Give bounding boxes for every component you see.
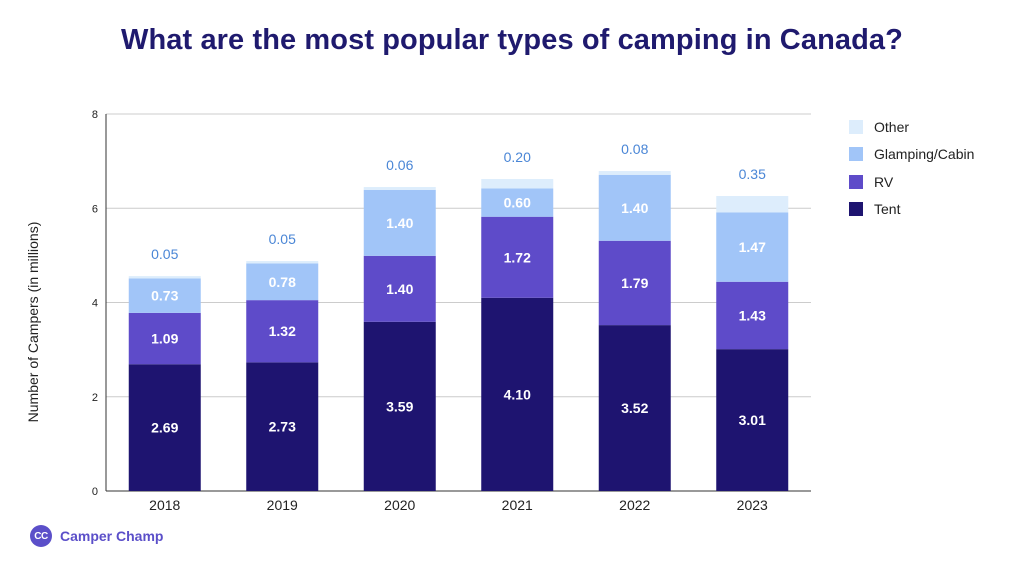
- data-label: 1.40: [621, 200, 648, 216]
- bar-segment-glamping-cabin: [716, 212, 789, 282]
- legend-label: Tent: [874, 201, 901, 218]
- legend-swatch: [849, 202, 863, 217]
- bar-segment-tent: [598, 325, 671, 491]
- data-label-other: 0.35: [739, 166, 766, 182]
- data-label: 1.09: [151, 331, 178, 347]
- bar-segment-rv: [246, 300, 319, 363]
- data-label: 4.10: [504, 386, 531, 402]
- bar-segment-rv: [481, 216, 554, 298]
- bar-segment-other: [481, 179, 554, 189]
- y-tick-label: 8: [92, 109, 98, 121]
- x-tick-label: 2023: [737, 497, 768, 513]
- bar-segment-other: [716, 195, 789, 213]
- y-tick-label: 4: [92, 298, 98, 310]
- data-label: 3.59: [386, 398, 413, 414]
- bar-segment-other: [363, 187, 436, 190]
- data-label: 0.73: [151, 288, 178, 304]
- bar-segment-rv: [128, 312, 201, 365]
- data-label: 1.79: [621, 275, 648, 291]
- bar-segment-glamping-cabin: [128, 278, 201, 313]
- bar-segment-rv: [716, 281, 789, 350]
- bar-segment-tent: [128, 364, 201, 491]
- legend-label: Glamping/Cabin: [874, 146, 975, 163]
- data-label: 2.73: [269, 419, 296, 435]
- brand-name: Camper Champ: [60, 528, 164, 544]
- bar-segment-glamping-cabin: [481, 188, 554, 217]
- bar-segment-glamping-cabin: [363, 189, 436, 256]
- bar-segment-tent: [363, 321, 436, 491]
- y-tick-label: 0: [92, 486, 98, 498]
- data-label: 3.52: [621, 400, 648, 416]
- y-axis-label: Number of Campers (in millions): [25, 221, 41, 423]
- chart-title: What are the most popular types of campi…: [121, 24, 903, 56]
- x-tick-label: 2019: [267, 497, 298, 513]
- data-label-other: 0.05: [269, 231, 296, 247]
- bar-segment-other: [246, 261, 319, 264]
- legend-item: RV: [849, 168, 974, 196]
- x-tick-label: 2020: [384, 497, 415, 513]
- data-label: 0.60: [504, 195, 531, 211]
- bar-segment-tent: [246, 362, 319, 491]
- y-tick-label: 2: [92, 392, 98, 404]
- data-label: 2.69: [151, 420, 178, 436]
- legend-label: Other: [874, 118, 910, 135]
- x-tick-label: 2021: [502, 497, 533, 513]
- data-label: 1.32: [269, 323, 296, 339]
- data-label: 1.40: [386, 281, 413, 297]
- chart-legend: Other Glamping/Cabin RV Tent: [849, 113, 974, 223]
- legend-swatch: [849, 119, 863, 134]
- bar-segment-glamping-cabin: [246, 263, 319, 301]
- data-label: 1.43: [739, 307, 766, 323]
- x-tick-label: 2018: [149, 497, 180, 513]
- data-label: 0.78: [269, 274, 296, 290]
- data-label: 3.01: [739, 412, 766, 428]
- bar-segment-tent: [716, 349, 789, 491]
- legend-swatch: [849, 174, 863, 189]
- camper-champ-logo-icon: CC: [30, 525, 52, 547]
- data-label: 1.40: [386, 215, 413, 231]
- data-label-other: 0.20: [504, 149, 531, 165]
- data-label: 1.72: [504, 249, 531, 265]
- legend-item: Other: [849, 113, 974, 141]
- x-tick-label: 2022: [619, 497, 650, 513]
- bar-segment-glamping-cabin: [598, 174, 671, 241]
- legend-swatch: [849, 147, 863, 162]
- data-label-other: 0.06: [386, 157, 413, 173]
- data-label-other: 0.05: [151, 246, 178, 262]
- data-label: 1.47: [739, 239, 766, 255]
- legend-item: Glamping/Cabin: [849, 141, 974, 169]
- bar-segment-other: [598, 171, 671, 175]
- legend-label: RV: [874, 173, 894, 190]
- bar-segment-rv: [363, 255, 436, 322]
- brand-logo: CC Camper Champ: [30, 525, 163, 547]
- data-label-other: 0.08: [621, 141, 648, 157]
- bar-segment-rv: [598, 240, 671, 326]
- y-tick-label: 6: [92, 203, 98, 215]
- bar-segment-tent: [481, 297, 554, 491]
- bar-segment-other: [128, 276, 201, 279]
- legend-item: Tent: [849, 196, 974, 224]
